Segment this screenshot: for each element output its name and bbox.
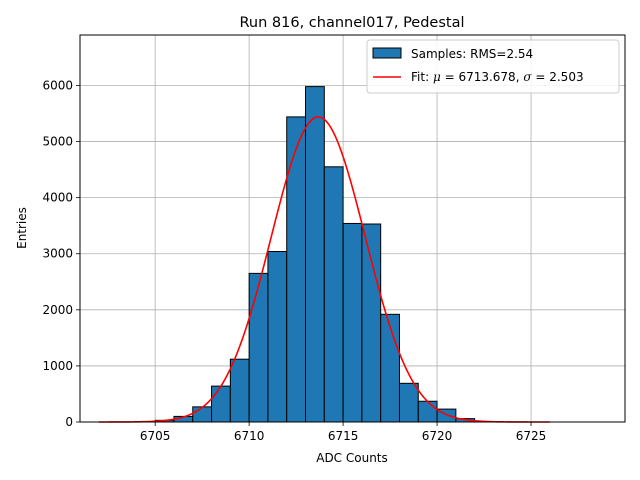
histogram-bar [398, 382, 419, 423]
y-axis-label: Entries [15, 207, 29, 249]
y-axis-ticks: 0 1000 2000 3000 4000 5000 6000 [42, 78, 80, 429]
x-axis-ticks: 6705 6710 6715 6720 6725 [140, 422, 546, 443]
histogram-bar [323, 166, 344, 423]
histogram-bar [380, 313, 400, 423]
histogram-bars [154, 86, 476, 423]
histogram-bar [305, 86, 325, 423]
legend-fit-mu-eq: = [441, 70, 459, 84]
histogram-bar [361, 223, 382, 423]
y-tick-label: 6000 [42, 78, 73, 92]
x-tick-label: 6720 [422, 429, 453, 443]
y-tick-label: 1000 [42, 359, 73, 373]
legend-fit-mu-value: 6713.678 [458, 70, 515, 84]
fit-curve-group [98, 116, 550, 423]
x-axis-label: ADC Counts [316, 451, 388, 465]
legend-fit-sigma-value: 2.503 [549, 70, 583, 84]
legend-box [366, 39, 620, 94]
legend-label-fit: Fit: μ = 6713.678, σ = 2.503 [411, 70, 584, 84]
histogram-bar [211, 385, 231, 423]
legend-swatch-samples [372, 47, 402, 59]
legend-fit-sigma-eq: = [532, 70, 550, 84]
fit-curve [98, 116, 550, 423]
histogram-bar [229, 358, 250, 423]
y-tick-label: 0 [65, 415, 73, 429]
x-tick-label: 6710 [234, 429, 265, 443]
legend: Samples: RMS=2.54 Fit: μ = 6713.678, σ =… [366, 39, 620, 94]
histogram-bar [342, 222, 363, 423]
legend-fit-prefix: Fit: [411, 70, 433, 84]
histogram-bar [248, 272, 269, 423]
plot-frame [79, 34, 626, 423]
y-tick-label: 2000 [42, 303, 73, 317]
histogram-bar [192, 406, 213, 423]
x-tick-label: 6715 [328, 429, 359, 443]
chart-title: Run 816, channel017, Pedestal [239, 15, 464, 31]
y-tick-label: 4000 [42, 191, 73, 205]
legend-fit-mu-symbol: μ [433, 70, 441, 84]
histogram-bar [267, 250, 288, 423]
x-tick-label: 6705 [140, 429, 171, 443]
y-tick-label: 5000 [42, 135, 73, 149]
y-tick-label: 3000 [42, 247, 73, 261]
histogram-bar [417, 400, 438, 423]
legend-label-samples: Samples: RMS=2.54 [411, 47, 533, 61]
x-tick-label: 6725 [516, 429, 547, 443]
histogram-bar [286, 116, 307, 423]
legend-fit-sep: , [516, 70, 524, 84]
legend-fit-sigma-symbol: σ [523, 70, 532, 84]
